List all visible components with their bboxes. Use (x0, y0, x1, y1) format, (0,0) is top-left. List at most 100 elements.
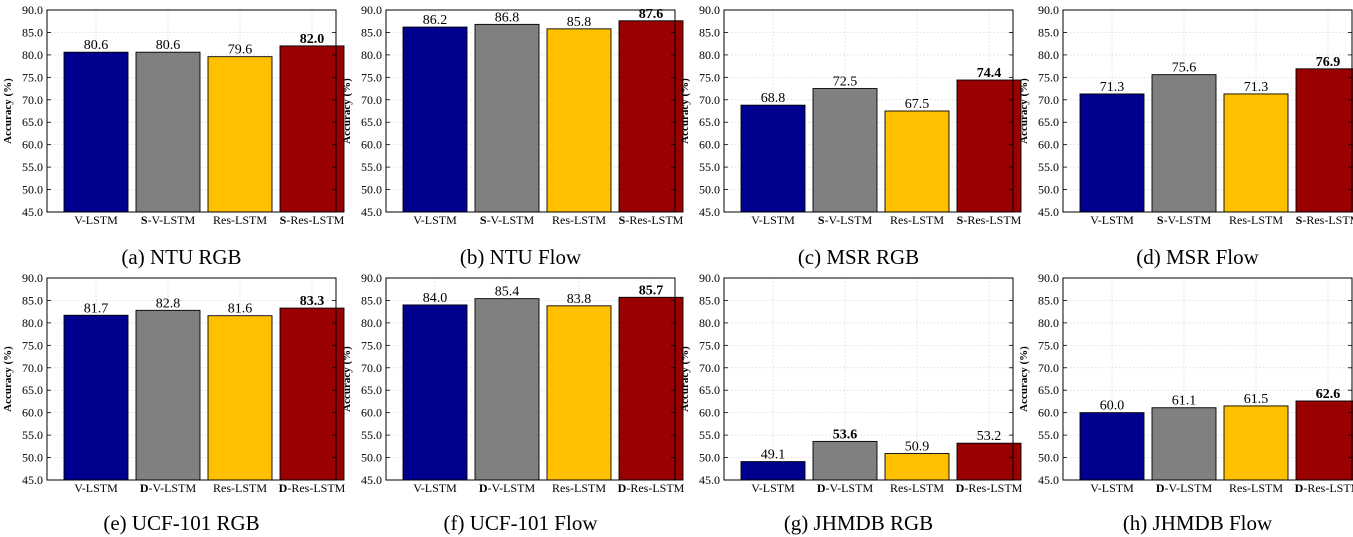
x-tick-label-1: D-V-LSTM (817, 481, 874, 495)
data-label-3: 82.0 (300, 32, 325, 47)
bar-3 (1295, 400, 1353, 481)
subfigure-caption: (a) NTU RGB (121, 245, 241, 269)
y-tick-label: 50.0 (361, 183, 382, 197)
y-tick-label: 65.0 (361, 383, 382, 397)
y-axis-label: Accuracy (%) (341, 346, 353, 412)
y-tick-label: 55.0 (1038, 428, 1059, 442)
y-tick-label: 75.0 (361, 338, 382, 352)
data-label-3: 62.6 (1316, 387, 1341, 402)
y-tick-label: 55.0 (22, 428, 43, 442)
y-tick-label: 55.0 (699, 428, 720, 442)
y-tick-label: 75.0 (1038, 70, 1059, 84)
bar-1 (1151, 74, 1217, 213)
y-tick-label: 60.0 (361, 138, 382, 152)
y-tick-label: 80.0 (1038, 316, 1059, 330)
y-tick-label: 90.0 (361, 271, 382, 285)
bar-3 (279, 307, 345, 481)
y-tick-label: 80.0 (22, 48, 43, 62)
y-tick-label: 90.0 (699, 271, 720, 285)
x-tick-label-0: V-LSTM (74, 213, 118, 227)
x-tick-label-0: V-LSTM (413, 213, 457, 227)
data-label-2: 83.8 (567, 292, 592, 307)
bar-3 (618, 296, 684, 481)
chart-panel-4: 81.7 82.8 81.6 83.3 45.0 50.0 55.0 60.0 65.0 70.0… (2, 271, 346, 535)
x-tick-label-1: D-V-LSTM (479, 481, 536, 495)
y-tick-label: 85.0 (1038, 293, 1059, 307)
x-tick-label-2: Res-LSTM (890, 213, 944, 227)
y-axis-label: Accuracy (%) (1018, 78, 1030, 144)
x-tick-label-0: V-LSTM (1090, 213, 1134, 227)
x-tick-label-1: S-V-LSTM (818, 213, 873, 227)
data-label-1: 86.8 (495, 10, 520, 25)
bar-0 (402, 26, 468, 213)
plot-frame (385, 9, 676, 213)
y-tick-label: 80.0 (22, 316, 43, 330)
y-tick-label: 75.0 (699, 70, 720, 84)
data-label-1: 85.4 (495, 285, 520, 300)
x-tick-label-1: S-V-LSTM (1157, 213, 1212, 227)
y-tick-label: 90.0 (1038, 271, 1059, 285)
y-tick-label: 65.0 (1038, 383, 1059, 397)
y-tick-label: 70.0 (22, 361, 43, 375)
y-tick-label: 65.0 (699, 383, 720, 397)
data-label-0: 60.0 (1100, 399, 1125, 414)
y-tick-label: 50.0 (22, 183, 43, 197)
x-tick-label-3: S-Res-LSTM (280, 213, 345, 227)
y-tick-label: 55.0 (361, 160, 382, 174)
chart-panel-5: 84.0 85.4 83.8 85.7 45.0 50.0 55.0 60.0 65.0 70.0… (341, 271, 685, 535)
subfigure-caption: (e) UCF-101 RGB (103, 511, 259, 535)
chart-panel-0: 80.6 80.6 79.6 82.0 45.0 50.0 55.0 60.0 65.0 70.0… (2, 3, 345, 269)
y-tick-label: 80.0 (1038, 48, 1059, 62)
y-tick-label: 55.0 (1038, 160, 1059, 174)
x-tick-label-2: Res-LSTM (552, 481, 606, 495)
y-tick-label: 45.0 (22, 473, 43, 487)
bar-0 (63, 51, 129, 213)
bar-2 (1223, 93, 1289, 213)
subfigure-caption: (h) JHMDB Flow (1123, 511, 1273, 535)
y-tick-label: 85.0 (22, 25, 43, 39)
data-label-0: 49.1 (761, 448, 786, 463)
bar-2 (207, 315, 273, 481)
data-label-2: 61.5 (1244, 392, 1269, 407)
y-tick-label: 90.0 (1038, 3, 1059, 17)
x-tick-label-3: D-Res-LSTM (279, 481, 346, 495)
y-tick-label: 45.0 (699, 473, 720, 487)
bar-0 (740, 461, 806, 481)
y-tick-label: 65.0 (22, 115, 43, 129)
bar-1 (812, 440, 878, 481)
y-tick-label: 65.0 (699, 115, 720, 129)
data-label-1: 53.6 (833, 427, 858, 442)
data-label-0: 80.6 (84, 38, 109, 53)
data-label-1: 82.8 (156, 296, 181, 311)
y-tick-label: 85.0 (22, 293, 43, 307)
y-tick-label: 60.0 (22, 406, 43, 420)
x-tick-label-3: D-Res-LSTM (618, 481, 685, 495)
bar-2 (1223, 405, 1289, 481)
y-tick-label: 75.0 (22, 338, 43, 352)
y-tick-label: 80.0 (361, 48, 382, 62)
plot-frame (46, 9, 337, 213)
data-label-2: 81.6 (228, 302, 253, 317)
y-tick-label: 45.0 (699, 205, 720, 219)
bar-1 (135, 309, 201, 481)
x-tick-label-2: Res-LSTM (213, 213, 267, 227)
y-tick-label: 45.0 (361, 205, 382, 219)
data-label-1: 61.1 (1172, 394, 1197, 409)
y-tick-label: 75.0 (1038, 338, 1059, 352)
data-label-2: 67.5 (905, 97, 930, 112)
y-tick-label: 85.0 (361, 293, 382, 307)
y-tick-label: 50.0 (699, 183, 720, 197)
y-tick-label: 50.0 (22, 451, 43, 465)
plot-frame (723, 277, 1014, 481)
y-tick-label: 75.0 (699, 338, 720, 352)
plot-frame (385, 277, 676, 481)
bar-1 (812, 88, 878, 213)
data-label-1: 80.6 (156, 38, 181, 53)
x-tick-label-3: S-Res-LSTM (619, 213, 684, 227)
x-tick-label-2: Res-LSTM (213, 481, 267, 495)
plot-frame (1062, 277, 1353, 481)
plot-frame (46, 277, 337, 481)
data-label-2: 50.9 (905, 440, 930, 455)
y-tick-label: 80.0 (699, 48, 720, 62)
bar-1 (135, 51, 201, 213)
